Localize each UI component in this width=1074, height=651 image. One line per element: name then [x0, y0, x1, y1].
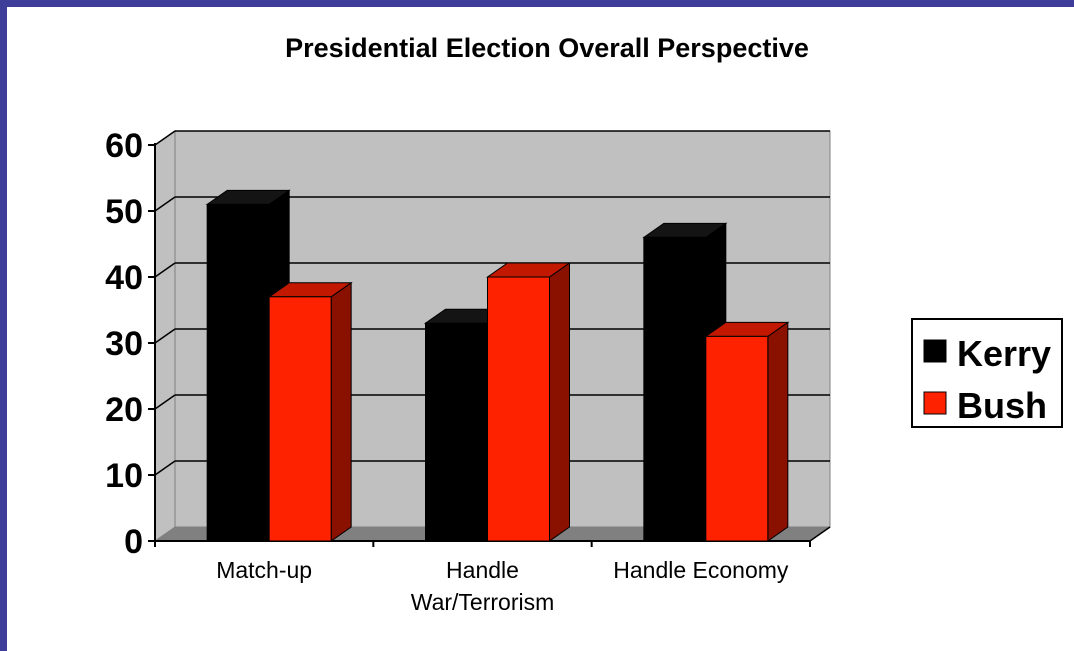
gridline-side: [154, 394, 176, 410]
y-tick-label: 30: [105, 325, 143, 363]
y-tick-label: 0: [124, 523, 143, 561]
gridline-side: [154, 460, 176, 476]
x-tick-label: Handle Economy: [613, 557, 789, 583]
bar-bush: [487, 276, 550, 542]
gridline-side: [154, 130, 176, 146]
legend-label-kerry: Kerry: [957, 333, 1051, 374]
x-tick-label: Handle War/Terrorism: [411, 557, 555, 615]
bar-kerry: [643, 236, 707, 542]
y-tick-label: 40: [105, 259, 143, 297]
bar-kerry: [206, 203, 270, 542]
bar-bush-side: [767, 321, 789, 542]
gridline-side: [154, 196, 176, 212]
gridline-side: [154, 262, 176, 278]
legend-swatch-bush: [923, 391, 947, 415]
gridline-side: [154, 328, 176, 344]
bar-kerry: [425, 322, 488, 542]
x-tick-label: Match-up: [216, 557, 312, 583]
legend-label-bush: Bush: [957, 385, 1047, 426]
legend-swatch-kerry: [923, 339, 947, 363]
bar-bush: [705, 335, 769, 542]
bar-bush-side: [330, 281, 352, 542]
bar-bush: [268, 296, 332, 542]
chart-title: Presidential Election Overall Perspectiv…: [285, 33, 809, 63]
y-tick-label: 20: [105, 391, 143, 429]
y-tick-label: 60: [105, 127, 143, 165]
y-tick-label: 10: [105, 457, 143, 495]
plot-area: 0 10 20 30 40 50 60 Match-up Handle War/Terrorism…: [105, 127, 831, 615]
y-tick-label: 50: [105, 193, 143, 231]
bar-bush-side: [549, 262, 570, 542]
floor-edge: [809, 526, 831, 542]
legend: Kerry Bush: [911, 318, 1063, 428]
